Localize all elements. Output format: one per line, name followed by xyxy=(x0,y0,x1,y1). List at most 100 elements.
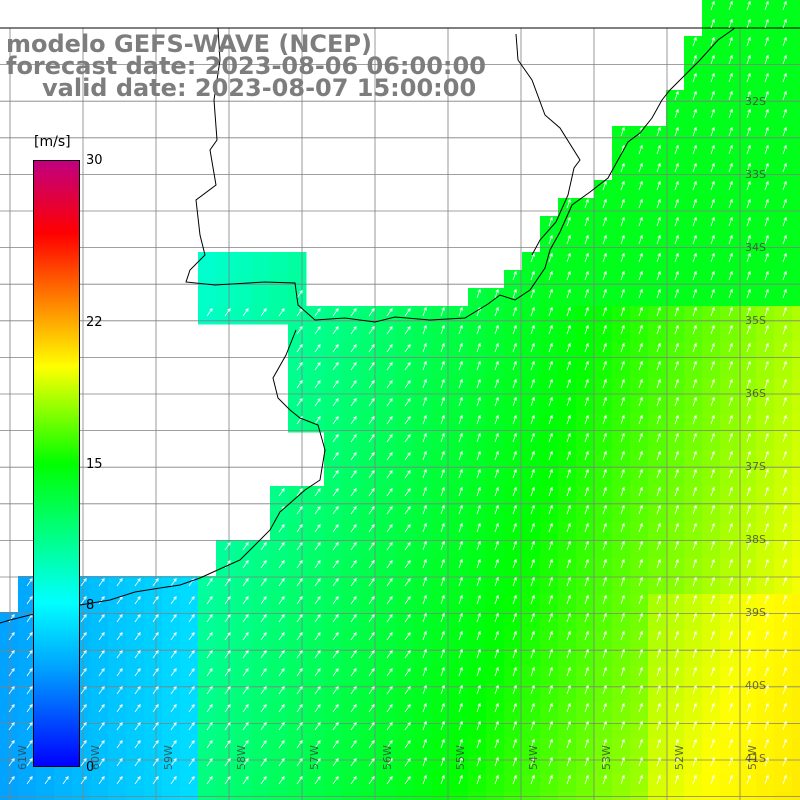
wind-arrow xyxy=(242,703,249,713)
wind-arrow xyxy=(692,252,697,263)
wind-arrow xyxy=(656,720,661,731)
wind-arrow xyxy=(584,594,589,605)
wind-arrow xyxy=(566,612,571,623)
wind-arrow xyxy=(530,666,535,677)
wind-arrow xyxy=(170,721,177,731)
wind-arrow xyxy=(782,540,787,551)
wind-arrow xyxy=(674,504,679,515)
wind-arrow xyxy=(242,667,249,677)
wind-arrows xyxy=(8,0,787,785)
wind-arrow xyxy=(422,756,427,767)
wind-arrow xyxy=(638,288,643,299)
wind-arrow xyxy=(710,630,715,641)
wind-arrow xyxy=(134,577,141,587)
wind-arrow xyxy=(710,306,715,317)
wind-arrow xyxy=(656,360,661,371)
wind-arrow xyxy=(458,756,463,767)
wind-arrow xyxy=(440,684,445,695)
wind-arrow xyxy=(530,396,535,407)
wind-arrow xyxy=(260,631,267,641)
wind-arrow xyxy=(170,631,177,641)
wind-arrow xyxy=(494,486,499,497)
wind-arrow xyxy=(476,612,481,623)
wind-arrow xyxy=(728,576,733,587)
wind-arrow xyxy=(548,702,553,713)
wind-arrow xyxy=(368,667,375,677)
wind-arrow xyxy=(314,685,321,695)
wind-arrow xyxy=(512,360,517,371)
wind-arrow xyxy=(116,667,123,677)
wind-arrow xyxy=(782,180,787,191)
wind-arrow xyxy=(188,685,195,695)
wind-arrow xyxy=(566,360,571,371)
wind-arrow xyxy=(224,577,231,587)
wind-arrow xyxy=(638,360,643,371)
wind-arrow xyxy=(764,648,769,659)
wind-arrow xyxy=(674,414,679,425)
wind-arrow xyxy=(728,396,733,407)
wind-arrow xyxy=(368,379,375,389)
wind-arrow xyxy=(584,540,589,551)
wind-arrow xyxy=(386,757,393,767)
wind-arrow xyxy=(674,558,679,569)
wind-arrow xyxy=(602,180,607,191)
wind-arrow xyxy=(710,738,715,749)
wind-arrow xyxy=(296,721,303,731)
wind-arrow xyxy=(260,703,267,713)
wind-arrow xyxy=(260,559,267,569)
wind-arrow xyxy=(332,703,339,713)
wind-arrow xyxy=(296,631,303,641)
wind-arrow xyxy=(170,775,177,785)
wind-arrow xyxy=(692,774,697,785)
wind-arrow xyxy=(350,559,357,569)
wind-arrow xyxy=(674,648,679,659)
wind-arrow xyxy=(602,450,607,461)
wind-arrow xyxy=(512,648,517,659)
wind-arrow xyxy=(746,738,751,749)
wind-arrow xyxy=(350,415,357,425)
wind-arrow xyxy=(350,757,357,767)
wind-arrow xyxy=(26,667,33,677)
wind-arrow xyxy=(404,397,411,407)
wind-arrow xyxy=(26,595,33,605)
wind-arrow xyxy=(422,324,427,335)
wind-arrow xyxy=(512,702,517,713)
wind-arrow xyxy=(548,432,553,443)
wind-arrow xyxy=(368,613,375,623)
wind-arrow xyxy=(782,342,787,353)
wind-arrow xyxy=(566,540,571,551)
field-cell xyxy=(252,792,271,800)
wind-arrow xyxy=(566,702,571,713)
wind-arrow xyxy=(746,396,751,407)
wind-arrow xyxy=(620,198,625,209)
wind-arrow xyxy=(692,450,697,461)
wind-arrow xyxy=(728,108,733,119)
wind-arrow xyxy=(206,757,213,767)
wind-arrow xyxy=(620,720,625,731)
field-cell xyxy=(252,288,271,307)
wind-arrow xyxy=(494,666,499,677)
field-cell xyxy=(360,792,379,800)
wind-arrow xyxy=(134,775,141,785)
wind-arrow xyxy=(296,325,303,335)
wind-arrow xyxy=(512,270,517,281)
wind-arrow xyxy=(602,216,607,227)
field-cell xyxy=(198,288,217,307)
wind-arrow xyxy=(566,414,571,425)
wind-arrow xyxy=(566,450,571,461)
wind-arrow xyxy=(710,558,715,569)
wind-arrow xyxy=(494,738,499,749)
wind-arrow xyxy=(548,450,553,461)
colorbar-tick-1: 22 xyxy=(86,314,103,330)
wind-arrow xyxy=(692,378,697,389)
wind-arrow xyxy=(782,450,787,461)
wind-arrow xyxy=(152,703,159,713)
wind-arrow xyxy=(620,756,625,767)
wind-arrow xyxy=(440,396,445,407)
wind-arrow xyxy=(710,36,715,47)
wind-arrow xyxy=(674,342,679,353)
wind-arrow xyxy=(476,288,481,299)
wind-arrow xyxy=(404,307,411,317)
wind-arrow xyxy=(566,756,571,767)
wind-arrow xyxy=(692,144,697,155)
